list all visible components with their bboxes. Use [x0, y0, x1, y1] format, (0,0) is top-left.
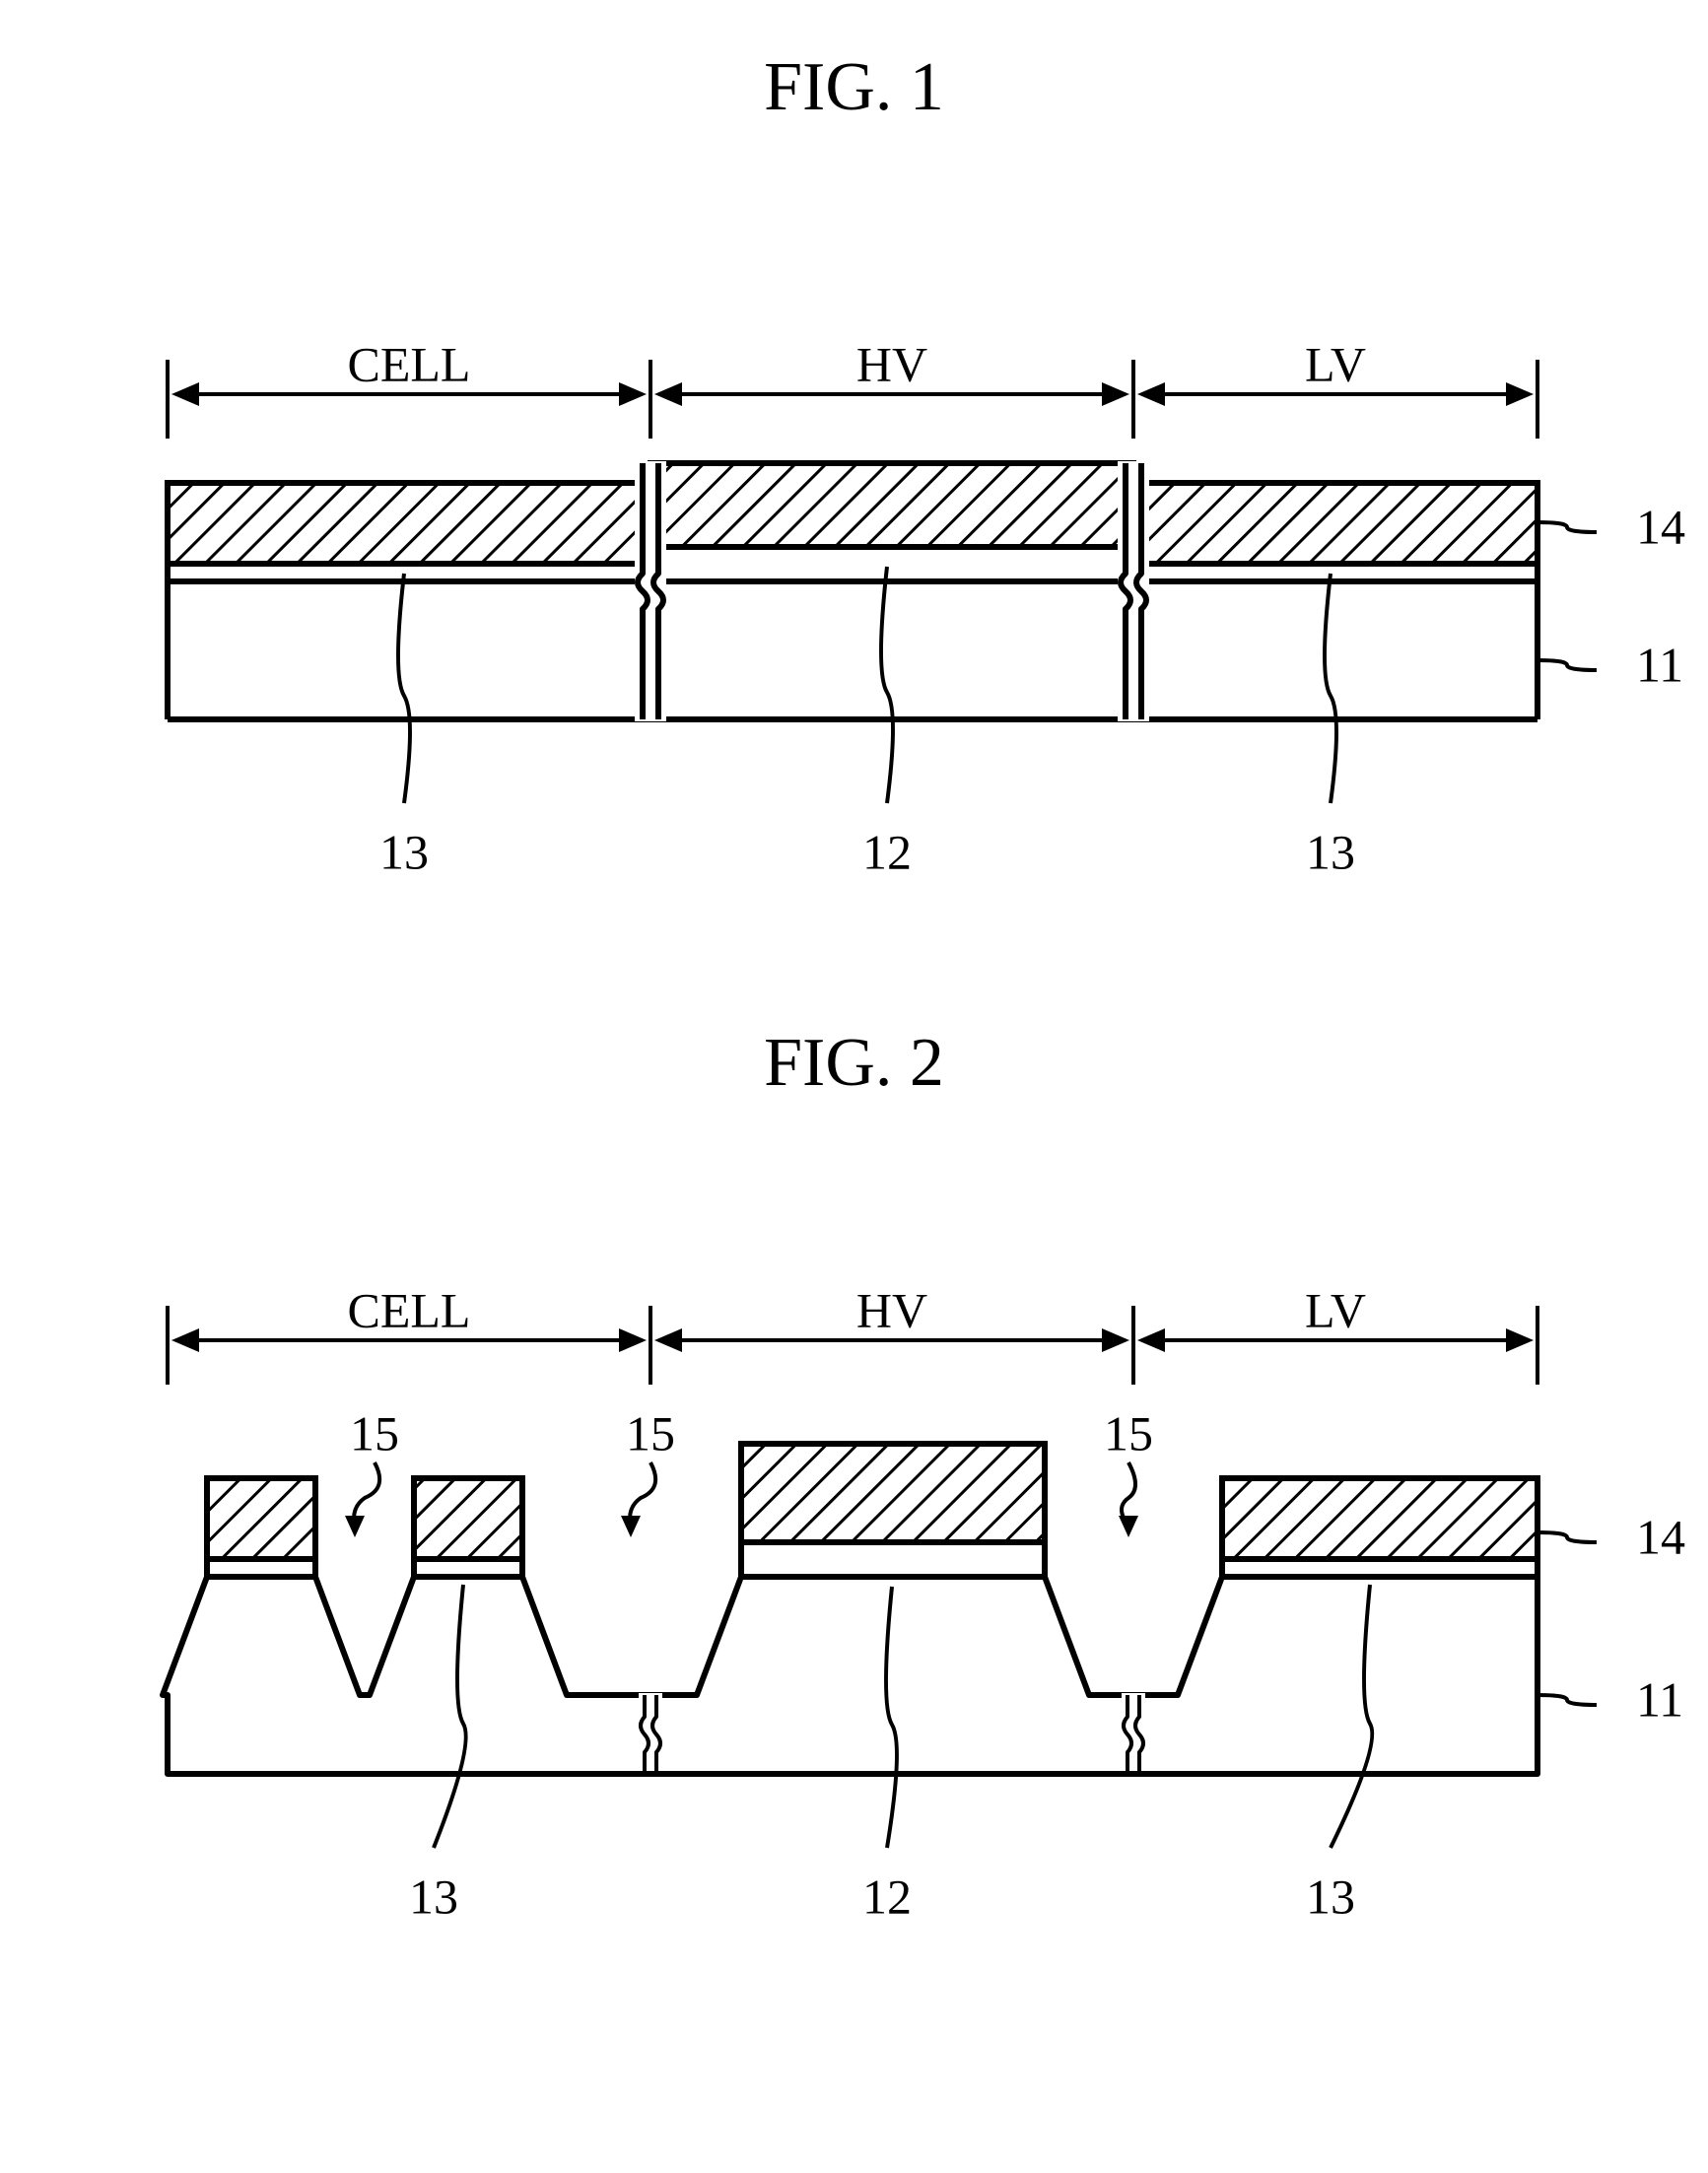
callout-11: 11 [1636, 1671, 1683, 1727]
fig2-title: FIG. 2 [764, 1025, 944, 1101]
fig1-title: FIG. 1 [764, 49, 944, 125]
callout-13: 13 [379, 824, 429, 879]
diagram-svg: FIG. 1 CELL HV LV 11 12 14 13 13 FIG. 2 CELL HV LV 11… [0, 0, 1708, 2168]
callout-12: 12 [862, 1868, 912, 1924]
region-label: LV [1305, 1282, 1366, 1337]
page-stage: FIG. 1 CELL HV LV 11 12 14 13 13 FIG. 2 CELL HV LV 11… [0, 0, 1708, 2168]
callout-15: 15 [1104, 1405, 1153, 1460]
callout-13: 13 [409, 1868, 458, 1924]
region-label: CELL [348, 336, 471, 391]
callout-13: 13 [1306, 1868, 1355, 1924]
region-label: HV [856, 336, 927, 391]
callout-15: 15 [626, 1405, 675, 1460]
callout-12: 12 [862, 824, 912, 879]
callout-14: 14 [1636, 1509, 1685, 1564]
region-label: HV [856, 1282, 927, 1337]
region-label: LV [1305, 336, 1366, 391]
callout-14: 14 [1636, 499, 1685, 554]
callout-13: 13 [1306, 824, 1355, 879]
callout-15: 15 [350, 1405, 399, 1460]
callout-11: 11 [1636, 637, 1683, 692]
region-label: CELL [348, 1282, 471, 1337]
hatched-layer [168, 483, 650, 564]
